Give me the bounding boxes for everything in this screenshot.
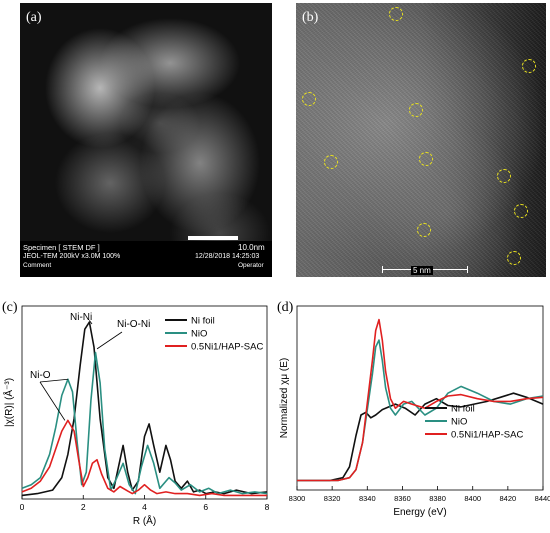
meta-date: 12/28/2018 14:25:03 (195, 253, 260, 260)
panel-label-b: (b) (302, 10, 319, 25)
x-tick-label: 8440 (535, 494, 550, 503)
meta-operator: Operator (238, 262, 264, 269)
scale-bar-a (188, 236, 238, 240)
legend-entry: NiO (451, 417, 467, 428)
scale-bar-b-tick-left (382, 266, 383, 273)
series-line (297, 339, 544, 482)
x-tick-label: 8380 (429, 494, 446, 503)
series-line (21, 351, 268, 495)
single-atom-circle (324, 154, 338, 169)
single-atom-circle (301, 91, 316, 106)
single-atom-circle (521, 59, 536, 74)
annotation-arrow (96, 331, 123, 350)
peak-annotation: Ni-Ni (70, 312, 92, 323)
series-line (21, 419, 267, 497)
single-atom-circle (389, 6, 403, 21)
plot-frame (296, 305, 544, 491)
meta-line1: Specimen [ STEM DF ] (23, 243, 100, 252)
single-atom-circle (409, 102, 423, 117)
single-atom-circle (506, 250, 521, 265)
x-tick-label: 8360 (394, 494, 411, 503)
scale-bar-b-tick-right (467, 266, 468, 273)
single-atom-markers (296, 3, 546, 277)
x-axis-label: R (Å) (133, 514, 156, 527)
plot-frame (21, 305, 268, 500)
peak-annotation: Ni-O (30, 370, 51, 381)
panel-label-a: (a) (26, 10, 42, 25)
legend-entry: Ni foil (191, 316, 215, 327)
single-atom-circle (416, 223, 431, 238)
xanes-chart: 8300 8320 8340 8360 8380 8400 8420 8440 Energy (… (279, 305, 550, 518)
legend-entry: Ni foil (451, 404, 475, 415)
legend-entry: NiO (191, 329, 207, 340)
panel-label-c: (c) (2, 300, 18, 315)
x-tick-label: 8420 (500, 494, 517, 503)
scale-bar-b-label: 5 nm (411, 266, 433, 275)
meta-bar (20, 241, 272, 277)
series-line (297, 318, 544, 482)
x-tick-label: 8340 (359, 494, 376, 503)
single-atom-circle (514, 204, 528, 219)
x-tick-label: 4 (142, 502, 147, 512)
annotation-arrow (89, 320, 93, 325)
x-tick-label: 2 (81, 502, 86, 512)
peak-annotation: Ni-O-Ni (117, 319, 150, 330)
stem-image-b: 5 nm (296, 3, 546, 277)
single-atom-circle (419, 152, 433, 167)
x-tick-label: 8320 (324, 494, 341, 503)
x-tick-label: 8 (265, 502, 270, 512)
y-axis-label: Normalized χμ (E) (279, 358, 290, 438)
panel-label-d: (d) (277, 300, 294, 315)
meta-line3: Comment (23, 262, 52, 269)
exafs-chart: 0 2 4 6 8 R (Å) |χ(R)| (Å⁻³) Ni foil NiO 0.5Ni1/H… (2, 305, 270, 527)
x-axis-label: Energy (eV) (393, 507, 446, 518)
x-tick-label: 8400 (464, 494, 481, 503)
y-axis-label: |χ(R)| (Å⁻³) (2, 378, 15, 427)
stem-image-a: Specimen [ STEM DF ] JEOL-TEM 200kV x3.0… (20, 3, 272, 277)
annotation-arrow (39, 381, 66, 421)
x-tick-label: 6 (203, 502, 208, 512)
meta-line2: JEOL-TEM 200kV x3.0M 100% (23, 253, 121, 260)
single-atom-circle (496, 168, 511, 183)
legend-entry: 0.5Ni1/HAP-SAC (451, 430, 523, 441)
x-tick-label: 0 (20, 502, 25, 512)
legend-entry: 0.5Ni1/HAP-SAC (191, 342, 263, 353)
x-tick-label: 8300 (289, 494, 306, 503)
scale-bar-a-label: 10.0nm (238, 243, 265, 252)
annotation-arrow (39, 378, 68, 383)
